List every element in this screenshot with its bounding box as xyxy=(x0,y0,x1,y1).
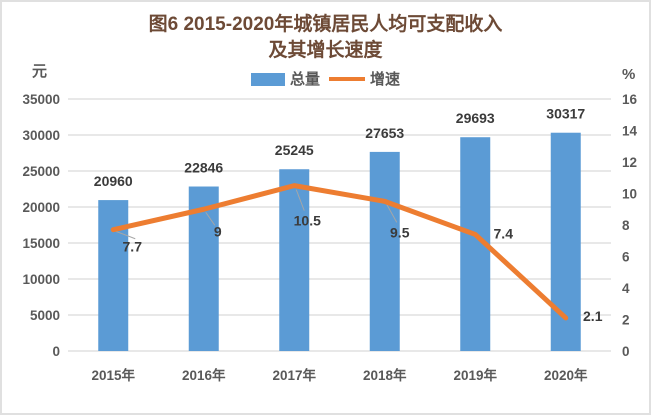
bar-value-label: 22846 xyxy=(184,160,223,176)
chart-title: 图6 2015-2020年城镇居民人均可支配收入 及其增长速度 xyxy=(2,12,649,64)
right-axis-tick-label: 14 xyxy=(622,124,638,139)
label-leader-line xyxy=(386,204,398,223)
left-axis-tick-label: 20000 xyxy=(22,200,60,215)
right-axis-tick-label: 8 xyxy=(622,218,630,233)
bar-value-label: 27653 xyxy=(365,125,404,141)
right-axis-tick-label: 12 xyxy=(622,155,637,170)
x-axis-label: 2018年 xyxy=(363,367,407,383)
label-leader-line xyxy=(114,230,136,240)
left-axis-tick-label: 25000 xyxy=(22,164,60,179)
bar-total xyxy=(279,169,310,351)
label-leader-line xyxy=(295,189,305,211)
right-axis-unit: % xyxy=(622,66,636,83)
left-axis-tick-label: 10000 xyxy=(22,272,60,287)
growth-value-label: 10.5 xyxy=(294,213,321,229)
x-axis-label: 2017年 xyxy=(272,367,316,383)
bar-total xyxy=(98,200,129,351)
x-axis-label: 2016年 xyxy=(182,367,226,383)
legend: 总量 增速 xyxy=(2,68,649,90)
x-axis-label: 2015年 xyxy=(91,367,135,383)
growth-line xyxy=(110,183,569,321)
growth-value-label: 7.7 xyxy=(123,239,143,255)
legend-label-total: 总量 xyxy=(289,70,320,88)
legend-line-swatch-icon xyxy=(329,77,365,81)
right-axis-tick-label: 16 xyxy=(622,92,638,107)
left-axis-tick-label: 15000 xyxy=(22,236,60,251)
right-axis-tick-label: 6 xyxy=(622,250,630,265)
growth-value-label: 7.4 xyxy=(494,225,514,241)
x-axis-label: 2019年 xyxy=(453,367,497,383)
right-axis-tick-label: 2 xyxy=(622,313,630,328)
bar-total xyxy=(369,151,400,351)
growth-value-label: 2.1 xyxy=(583,308,603,324)
left-axis-tick-label: 5000 xyxy=(30,308,60,323)
bar-value-label: 29693 xyxy=(456,110,495,126)
left-axis-tick-label: 30000 xyxy=(22,128,60,143)
left-axis-tick-label: 35000 xyxy=(22,92,60,107)
right-axis-tick-label: 10 xyxy=(622,187,637,202)
legend-label-growth: 增速 xyxy=(370,70,401,88)
bar-value-label: 30317 xyxy=(546,106,585,122)
label-leader-line xyxy=(205,211,216,226)
bar-value-label: 25245 xyxy=(275,142,314,158)
growth-value-label: 9 xyxy=(214,223,222,239)
growth-value-label: 9.5 xyxy=(390,224,410,240)
right-axis-tick-label: 0 xyxy=(622,344,630,359)
right-axis-tick-label: 4 xyxy=(622,281,630,296)
x-axis-label: 2020年 xyxy=(544,367,588,383)
legend-bar-swatch-icon xyxy=(250,72,285,86)
chart-title-line1: 图6 2015-2020年城镇居民人均可支配收入 xyxy=(148,14,503,35)
bar-value-label: 20960 xyxy=(94,173,133,189)
left-axis-unit: 元 xyxy=(32,63,48,80)
left-axis-tick-label: 0 xyxy=(52,344,60,359)
chart-title-line2: 及其增长速度 xyxy=(268,40,383,61)
